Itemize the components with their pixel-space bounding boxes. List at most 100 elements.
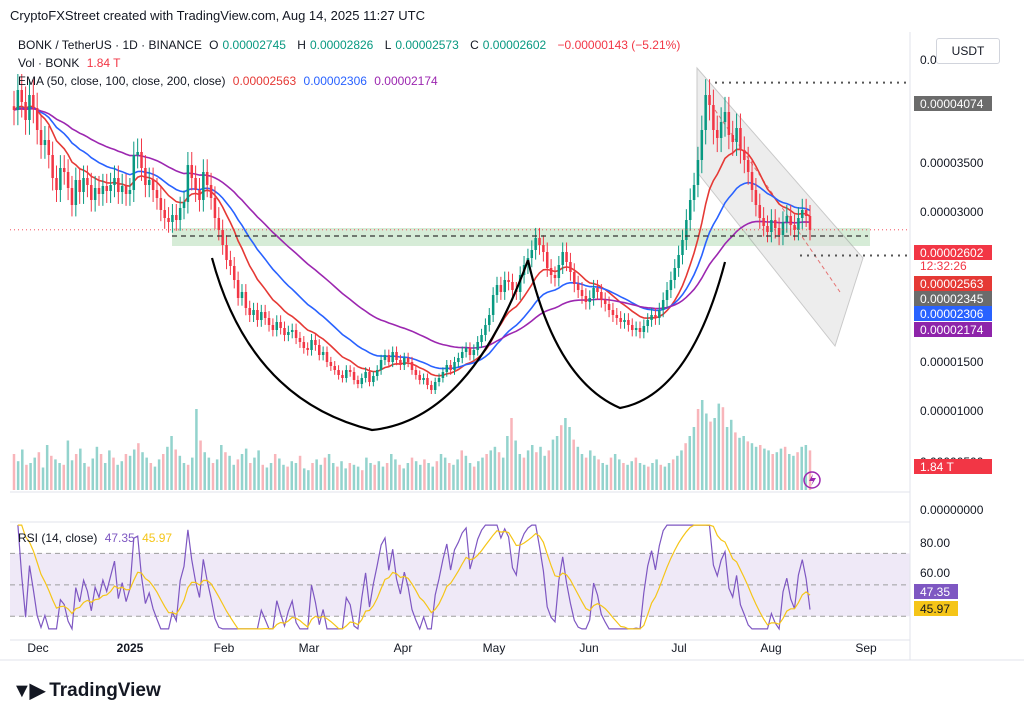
candle-body [476,342,479,350]
candle-body [39,130,43,145]
candle [406,352,410,368]
candle [298,331,302,348]
candle [391,346,394,368]
price-badge: 0.00004074 [914,96,992,111]
candle [128,178,132,206]
candle [750,159,754,202]
volume-bar [783,446,787,490]
candle [441,367,445,383]
candle [739,113,742,164]
candle-body [661,300,665,310]
volume-bar [166,446,169,490]
candle-body [175,215,178,220]
candle [260,304,263,327]
candle [240,284,244,306]
candle-body [406,358,410,362]
candle [175,204,178,231]
candle [773,209,777,239]
volume-bar [692,427,696,490]
volume-bar [758,445,762,490]
candle [801,198,804,229]
price-tick-label: 0.00003000 [920,205,984,219]
candle-body [236,280,240,298]
volume-bar [319,464,323,490]
candle [267,311,271,332]
candle [623,313,626,329]
candle [352,367,356,385]
candle-body [28,95,31,120]
candle [213,186,217,229]
candle [86,165,89,198]
candle [422,373,425,385]
candle [557,256,561,287]
candle [101,173,105,206]
candle [762,207,765,237]
candle-body [275,322,279,330]
candle [194,165,197,202]
candle-body [379,360,383,370]
volume-bar [651,463,654,490]
candle-body [480,335,483,342]
volume-bar [746,441,750,490]
candle-body [302,342,306,348]
candle-body [418,375,421,380]
candle [542,235,545,262]
volume-bar [763,448,766,490]
legend-rsi-label[interactable]: RSI (14, close) [18,531,98,545]
time-tick-label: Feb [214,641,235,655]
candle-body [746,160,750,172]
candle-body [793,225,796,230]
volume-bar [394,459,397,490]
rsi-badge: 45.97 [914,601,958,616]
candle [263,304,267,325]
candle [530,240,534,268]
rsi-tick-label: 80.00 [920,536,950,550]
candle [731,120,734,156]
candle-body [221,230,224,245]
legend-vol-label[interactable]: Vol · BONK [18,56,80,70]
volume-bar [684,443,687,490]
candle-body [341,375,344,378]
candle-body [352,372,356,380]
candle [82,165,85,204]
volume-bar [725,427,729,490]
volume-bar [348,463,352,490]
candle [24,86,27,135]
candle [642,319,646,339]
candle [147,167,151,198]
channel-area [696,66,864,348]
volume-bar [419,464,422,490]
volume-bar [58,463,61,490]
candle-body [217,218,221,230]
candle [287,325,290,342]
candle-body [182,202,186,208]
candle-body [35,108,39,130]
candle-body [78,180,81,192]
volume-bar [452,464,455,490]
currency-button[interactable]: USDT [936,38,1000,64]
candle-body [159,198,163,210]
volume-bar [589,450,592,490]
candle [797,207,800,241]
volume-bar [402,468,405,490]
candle [534,227,537,260]
candle-body [484,325,487,335]
candle-body [333,366,336,370]
volume-bar [804,445,808,490]
candle [615,308,619,325]
candle [182,190,186,220]
candle-body [51,155,54,178]
time-tick-label: Dec [27,641,48,655]
volume-bar [464,455,468,490]
legend-ema-label[interactable]: EMA (50, close, 100, close, 200, close) [18,74,226,88]
lightning-icon-ring [803,471,821,489]
legend-pair[interactable]: BONK / TetherUS · 1D · BINANCE [18,38,202,52]
candle-body [569,262,572,272]
axes [0,32,1024,661]
candle-body [59,168,62,190]
volume-bar [153,466,157,490]
volume-bar [103,463,107,490]
candle-body [592,288,595,298]
candle [658,302,661,325]
